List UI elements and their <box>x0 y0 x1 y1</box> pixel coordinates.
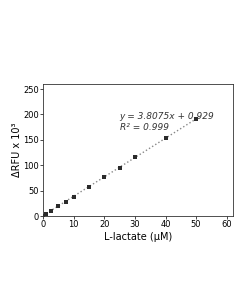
Point <box>118 165 122 170</box>
Point <box>87 185 91 190</box>
Point <box>194 116 198 121</box>
Point <box>41 214 45 218</box>
X-axis label: L-lactate (μM): L-lactate (μM) <box>104 232 172 242</box>
Point <box>49 208 53 213</box>
Point <box>44 212 48 217</box>
Point <box>133 154 137 159</box>
Point <box>164 136 168 141</box>
Point <box>57 203 60 208</box>
Point <box>72 194 76 199</box>
Y-axis label: ΔRFU x 10³: ΔRFU x 10³ <box>12 123 22 177</box>
Point <box>64 200 68 204</box>
Text: y = 3.8075x + 0.929
R² = 0.999: y = 3.8075x + 0.929 R² = 0.999 <box>120 112 214 132</box>
Point <box>102 175 106 179</box>
